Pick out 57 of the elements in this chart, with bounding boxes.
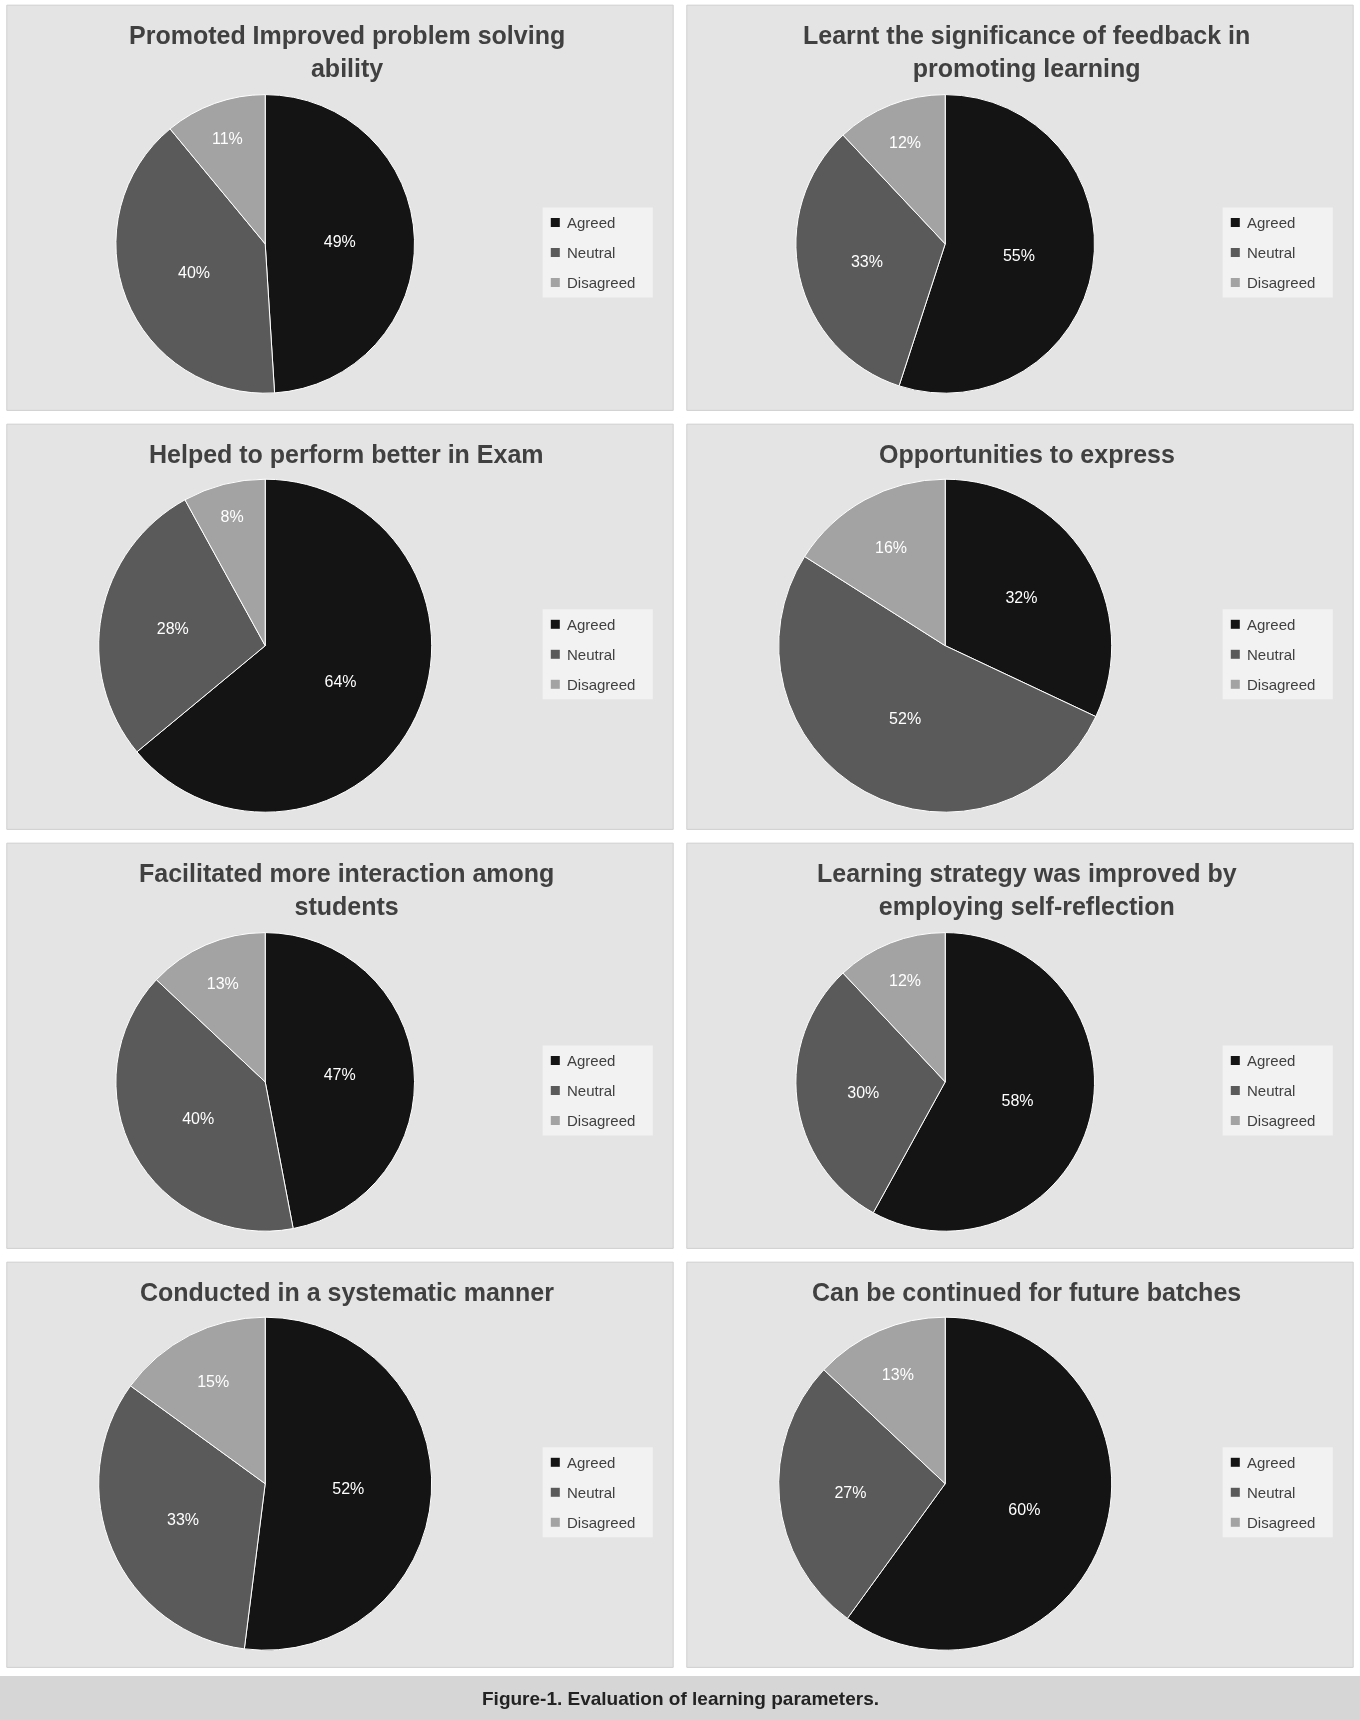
legend-label: Agreed <box>1247 1052 1296 1069</box>
data-label: 58% <box>1001 1091 1034 1109</box>
data-label: 52% <box>332 1480 365 1498</box>
chart-title: Learnt the significance of feedback in promoting learning <box>803 21 1251 82</box>
data-label: 40% <box>182 1110 215 1128</box>
legend-label: Neutral <box>567 1082 616 1099</box>
data-label: 64% <box>324 672 357 690</box>
chart-title: Can be continued for future batches <box>812 1278 1242 1306</box>
chart-title: Learning strategy was improved by employing self-reflection <box>817 859 1237 920</box>
chart-title: Conducted in a systematic manner <box>140 1278 555 1306</box>
legend-label: Agreed <box>567 616 616 633</box>
data-label: 55% <box>1002 247 1035 265</box>
data-label: 52% <box>889 710 922 728</box>
data-label: 15% <box>197 1373 230 1391</box>
data-label: 8% <box>220 508 244 526</box>
legend-label: Disagreed <box>567 676 636 693</box>
data-label: 12% <box>889 971 922 989</box>
legend-label: Neutral <box>1247 1484 1296 1501</box>
legend-label: Neutral <box>567 244 616 261</box>
legend-label: Agreed <box>567 1454 616 1471</box>
legend-label: Neutral <box>1247 244 1296 261</box>
legend-label: Neutral <box>1247 646 1296 663</box>
chart-title: Opportunities to express <box>879 440 1175 468</box>
data-label: 11% <box>212 130 243 148</box>
legend-label: Disagreed <box>1247 1514 1316 1531</box>
legend-label: Agreed <box>567 214 616 231</box>
data-label: 13% <box>206 975 239 993</box>
data-label: 40% <box>178 263 211 281</box>
data-label: 47% <box>323 1066 356 1084</box>
data-label: 28% <box>156 619 189 637</box>
legend-label: Neutral <box>1247 1082 1296 1099</box>
legend-label: Neutral <box>567 1484 616 1501</box>
data-label: 30% <box>847 1083 880 1101</box>
legend-label: Neutral <box>567 646 616 663</box>
data-label: 32% <box>1005 588 1038 606</box>
legend-label: Disagreed <box>567 1514 636 1531</box>
legend-label: Agreed <box>1247 214 1296 231</box>
data-label: 16% <box>875 538 908 556</box>
data-label: 33% <box>167 1510 200 1528</box>
text: Figure-1. Evaluation of learning parameters. <box>482 1688 879 1709</box>
data-label: 27% <box>834 1484 867 1502</box>
legend-label: Disagreed <box>1247 274 1316 291</box>
legend-label: Agreed <box>1247 616 1296 633</box>
legend-label: Disagreed <box>567 1112 636 1129</box>
chart-title: Promoted Improved problem solving ability <box>129 21 566 82</box>
data-label: 13% <box>881 1365 914 1383</box>
legend-label: Agreed <box>567 1052 616 1069</box>
legend-label: Agreed <box>1247 1454 1296 1471</box>
legend-label: Disagreed <box>1247 676 1316 693</box>
chart-title: Helped to perform better in Exam <box>149 440 544 468</box>
data-label: 49% <box>323 233 356 251</box>
legend-label: Disagreed <box>567 274 636 291</box>
data-label: 12% <box>889 133 922 151</box>
data-label: 33% <box>850 252 883 270</box>
legend-label: Disagreed <box>1247 1112 1316 1129</box>
chart-title: Facilitated more interaction among students <box>139 859 555 920</box>
data-label: 60% <box>1008 1500 1041 1518</box>
